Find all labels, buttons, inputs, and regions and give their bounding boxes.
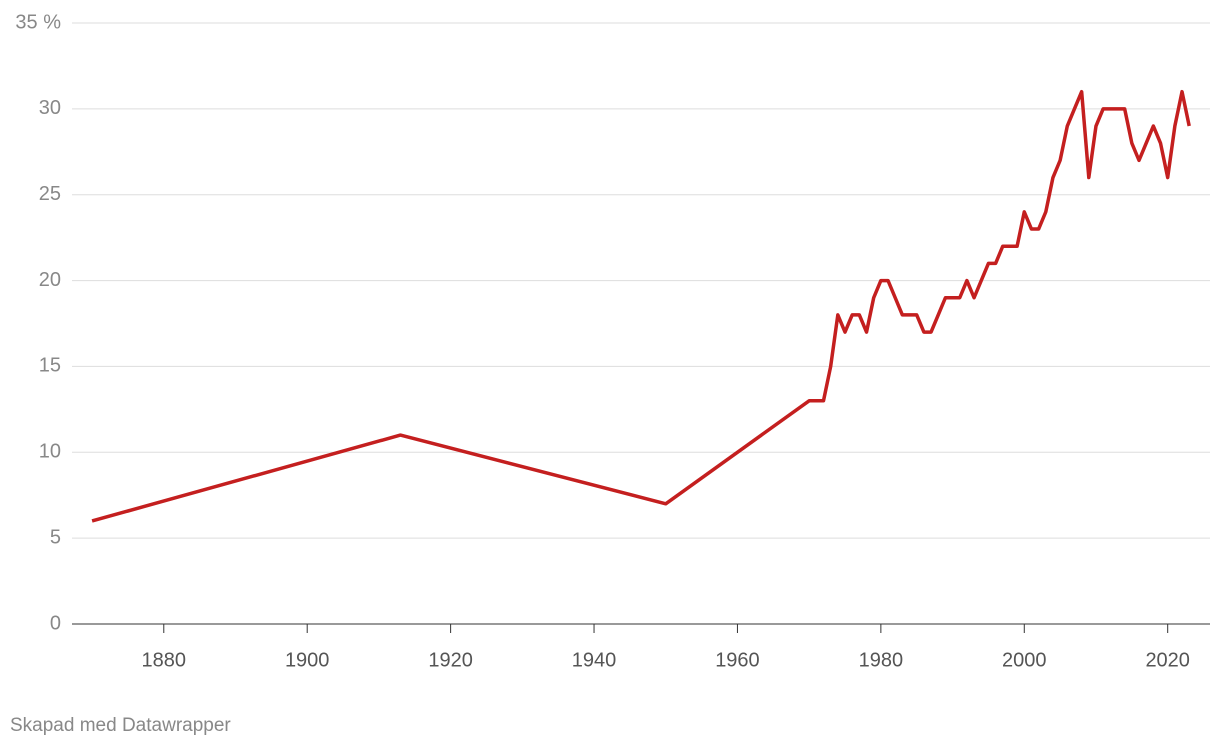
- y-tick-label: 20: [39, 269, 61, 291]
- y-tick-label: 5: [50, 526, 61, 548]
- y-tick-label: 30: [39, 97, 61, 119]
- x-tick-label: 1940: [572, 649, 617, 671]
- line: [91, 89, 1191, 523]
- x-tick-label: 1920: [428, 649, 473, 671]
- x-tick-label: 1980: [859, 649, 904, 671]
- x-tick-label: 1960: [715, 649, 760, 671]
- footer: Skapad med Datawrapper: [10, 715, 231, 736]
- x-tick-label: 1880: [142, 649, 187, 671]
- y-tick-label: 35 %: [15, 11, 61, 33]
- y-tick-label: 25: [39, 183, 61, 205]
- x-tick-label: 2020: [1145, 649, 1190, 671]
- y-tick-label: 10: [39, 441, 61, 463]
- x-tick-label: 1900: [285, 649, 330, 671]
- y-tick-label: 0: [50, 612, 61, 634]
- x-tick-label: 2000: [1002, 649, 1047, 671]
- y-tick-label: 15: [39, 355, 61, 377]
